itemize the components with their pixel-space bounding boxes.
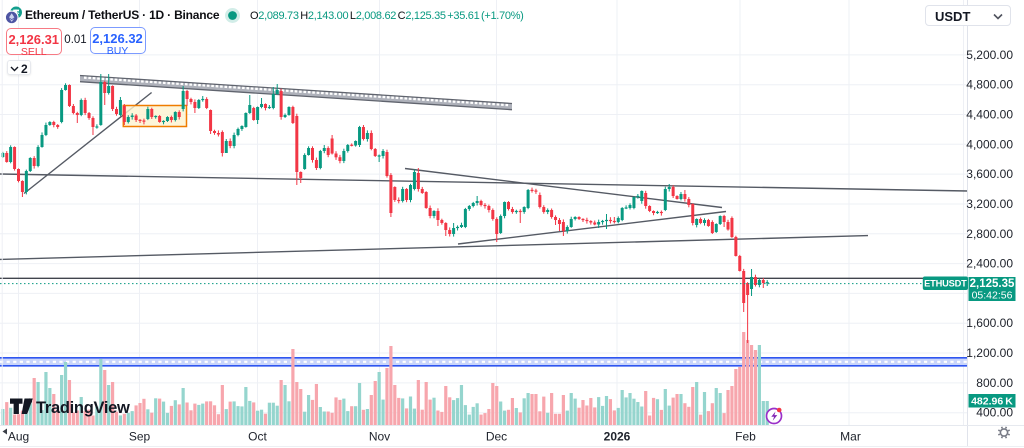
svg-text:400.00: 400.00: [976, 406, 1013, 420]
svg-text:2,800.00: 2,800.00: [966, 227, 1013, 241]
svg-text:3,200.00: 3,200.00: [966, 197, 1013, 211]
svg-text:Mar: Mar: [840, 430, 861, 444]
svg-text:Dec: Dec: [486, 430, 507, 444]
svg-text:4,800.00: 4,800.00: [966, 78, 1013, 92]
svg-text:ETHUSDT: ETHUSDT: [924, 279, 967, 289]
svg-text:5,200.00: 5,200.00: [966, 48, 1013, 62]
svg-text:Oct: Oct: [248, 430, 267, 444]
svg-text:800.00: 800.00: [976, 376, 1013, 390]
svg-text:4,000.00: 4,000.00: [966, 137, 1013, 151]
svg-text:2,400.00: 2,400.00: [966, 257, 1013, 271]
svg-text:TradingView: TradingView: [36, 399, 130, 417]
svg-text:Nov: Nov: [369, 430, 390, 444]
svg-text:Feb: Feb: [735, 430, 756, 444]
svg-text:1,200.00: 1,200.00: [966, 346, 1013, 360]
svg-text:2,125.35: 2,125.35: [970, 278, 1015, 290]
svg-text:482.96 K: 482.96 K: [971, 395, 1013, 407]
svg-text:1,600.00: 1,600.00: [966, 316, 1013, 330]
svg-text:Sep: Sep: [129, 430, 151, 444]
svg-text:05:42:56: 05:42:56: [972, 289, 1013, 301]
svg-text:4,400.00: 4,400.00: [966, 108, 1013, 122]
svg-text:Aug: Aug: [8, 430, 29, 444]
svg-text:2026: 2026: [604, 430, 631, 444]
svg-text:3,600.00: 3,600.00: [966, 167, 1013, 181]
